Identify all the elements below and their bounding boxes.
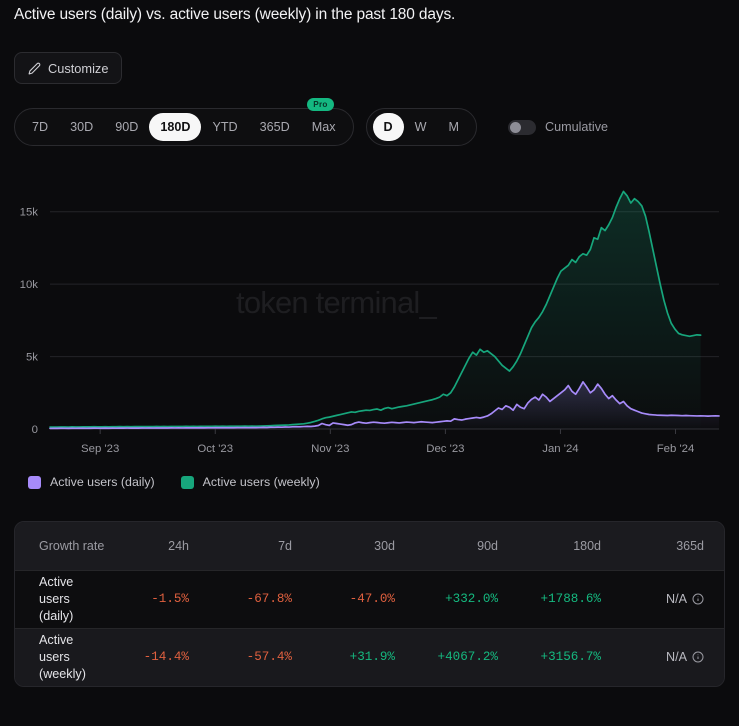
customize-button[interactable]: Customize bbox=[14, 52, 123, 84]
cell-180d: +1788.6% bbox=[540, 592, 601, 606]
series-line-weekly bbox=[49, 190, 702, 428]
cell-24h: -14.4% bbox=[143, 650, 189, 665]
legend-swatch-daily bbox=[28, 475, 41, 489]
cell-7d: -67.8% bbox=[246, 592, 292, 606]
page-title: Active users (daily) vs. active users (w… bbox=[14, 6, 456, 23]
cell-365d: N/A bbox=[621, 570, 724, 628]
toggle-switch[interactable] bbox=[508, 119, 537, 135]
col-365d: 365d bbox=[621, 522, 724, 570]
na-value: N/A bbox=[666, 650, 704, 664]
col-growth-rate: Growth rate bbox=[15, 522, 106, 570]
cumulative-label: Cumulative bbox=[545, 120, 609, 134]
legend-label-daily: Active users (daily) bbox=[50, 475, 155, 489]
x-axis-tick: Nov '23 bbox=[311, 443, 349, 455]
customize-label: Customize bbox=[48, 60, 109, 76]
cell-365d: N/A bbox=[621, 628, 724, 686]
cell-30d: +31.9% bbox=[349, 650, 395, 665]
x-axis-tick: Dec '23 bbox=[426, 443, 464, 455]
cell-24h: -1.5% bbox=[151, 592, 189, 606]
cell-180d: +3156.7% bbox=[540, 650, 601, 665]
range-option-ytd[interactable]: YTD bbox=[212, 120, 238, 134]
legend-item-daily[interactable]: Active users (daily) bbox=[28, 475, 155, 489]
chart-controls: 7D 30D 90D 180D YTD 365D Max Pro D W M C… bbox=[14, 98, 609, 146]
growth-rate-table: Growth rate 24h 7d 30d 90d 180d 365d Act… bbox=[14, 521, 725, 687]
row-label: Active users (weekly) bbox=[39, 632, 86, 681]
x-axis-tick: Oct '23 bbox=[197, 443, 233, 455]
cumulative-toggle[interactable]: Cumulative bbox=[508, 119, 609, 135]
series-line-daily bbox=[49, 381, 720, 430]
col-7d: 7d bbox=[209, 522, 312, 570]
x-axis-tick: Jan '24 bbox=[542, 443, 578, 455]
series-area-weekly bbox=[50, 191, 701, 429]
table-header-row: Growth rate 24h 7d 30d 90d 180d 365d bbox=[15, 522, 724, 570]
info-circle-icon[interactable] bbox=[692, 651, 704, 663]
legend-swatch-weekly bbox=[180, 475, 194, 489]
na-value: N/A bbox=[666, 592, 704, 606]
range-selector[interactable]: 7D 30D 90D 180D YTD 365D Max Pro bbox=[14, 98, 354, 146]
series-area-daily bbox=[50, 381, 719, 429]
cell-7d: -57.4% bbox=[246, 650, 292, 665]
col-24h: 24h bbox=[106, 522, 209, 570]
info-circle-icon[interactable] bbox=[692, 593, 704, 605]
interval-option-d[interactable]: D bbox=[372, 113, 404, 141]
line-chart: 0 5k 10k 15k Sep '23 Oct '23 Nov '23 Dec '23 Jan… bbox=[0, 180, 739, 465]
interval-option-w[interactable]: W bbox=[414, 120, 427, 134]
col-30d: 30d bbox=[312, 522, 415, 570]
col-90d: 90d bbox=[415, 522, 518, 570]
pencil-icon bbox=[28, 62, 41, 75]
range-option-max[interactable]: Max bbox=[311, 120, 336, 134]
legend-item-weekly[interactable]: Active users (weekly) bbox=[180, 475, 320, 489]
interval-option-m[interactable]: M bbox=[448, 120, 460, 134]
chart-legend: Active users (daily) Active users (weekl… bbox=[28, 475, 320, 489]
range-option-180d[interactable]: 180D bbox=[149, 113, 202, 141]
y-axis-tick: 0 bbox=[32, 424, 38, 436]
x-axis-tick: Feb '24 bbox=[657, 443, 695, 455]
legend-label-weekly: Active users (weekly) bbox=[202, 475, 320, 489]
col-180d: 180d bbox=[518, 522, 621, 570]
range-option-90d[interactable]: 90D bbox=[115, 120, 139, 134]
x-axis-tick: Sep '23 bbox=[81, 443, 119, 455]
cell-30d: -47.0% bbox=[349, 592, 395, 606]
row-label: Active users (daily) bbox=[39, 574, 74, 623]
range-option-30d[interactable]: 30D bbox=[70, 120, 94, 134]
y-axis-tick: 15k bbox=[20, 207, 39, 219]
table-row: Active users (daily) -1.5% -67.8% -47.0% +332… bbox=[15, 570, 724, 628]
range-option-365d[interactable]: 365D bbox=[259, 120, 290, 134]
interval-selector[interactable]: D W M bbox=[365, 108, 478, 146]
range-option-7d[interactable]: 7D bbox=[32, 120, 49, 134]
y-axis-tick: 10k bbox=[20, 279, 39, 291]
cell-90d: +4067.2% bbox=[437, 650, 498, 665]
table-row: Active users (weekly) -14.4% -57.4% +31.9% +4… bbox=[15, 628, 724, 686]
pro-badge: Pro bbox=[307, 98, 334, 112]
y-axis-tick: 5k bbox=[26, 352, 38, 364]
cell-90d: +332.0% bbox=[445, 592, 498, 606]
